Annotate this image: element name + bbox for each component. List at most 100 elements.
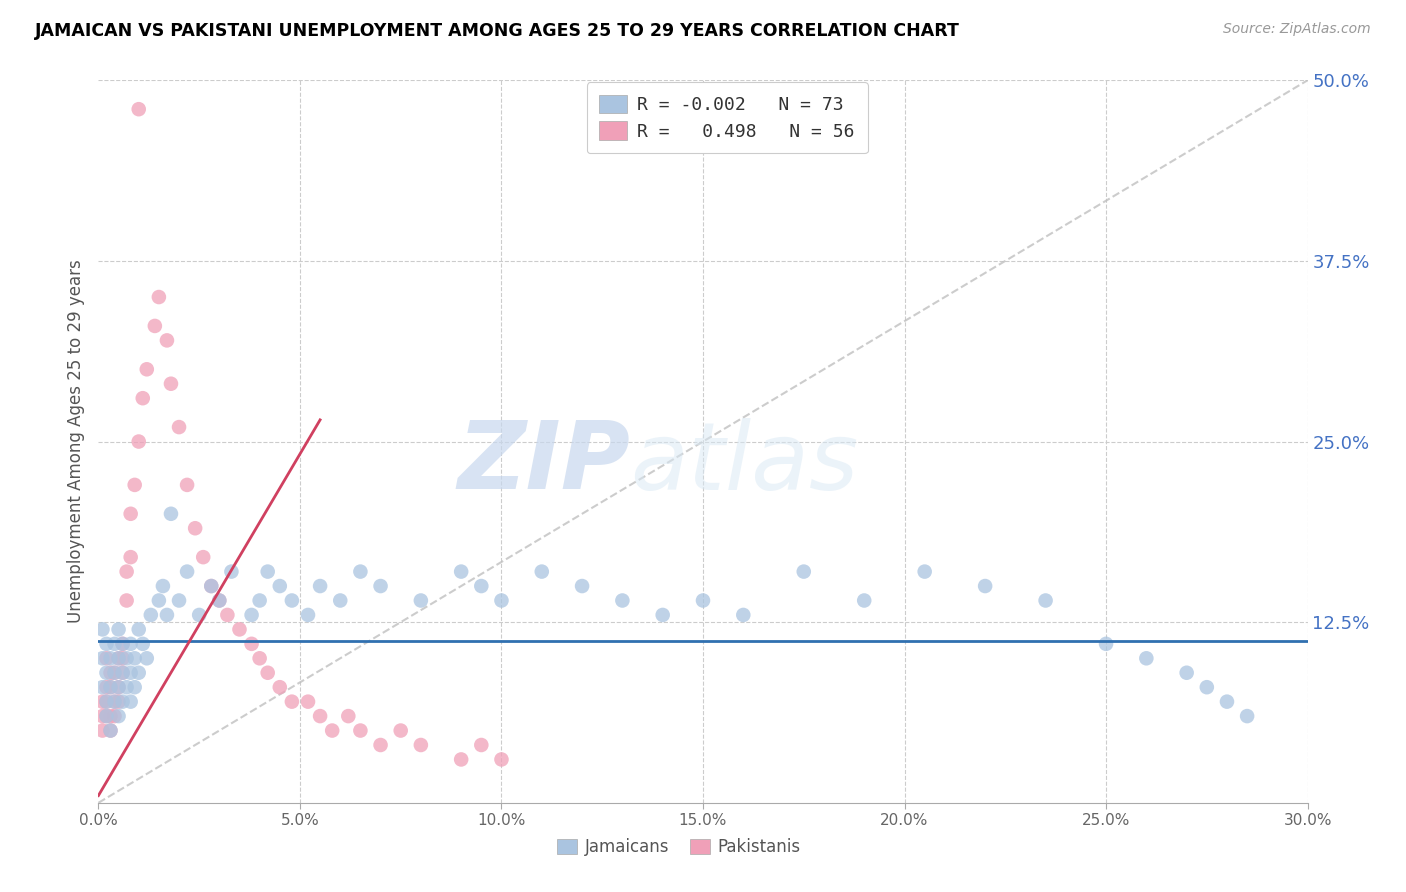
Point (853, 593, 876, 607)
Point (96, 695, 118, 709)
Point (156, 334, 179, 348)
Point (128, 434, 150, 449)
Point (128, 102, 150, 116)
Point (530, 565, 553, 579)
Point (100, 709, 122, 723)
Point (96, 665, 118, 680)
Point (409, 738, 432, 752)
Point (103, 695, 125, 709)
Point (167, 420, 190, 434)
Point (281, 593, 304, 607)
Point (208, 593, 231, 607)
Point (160, 507, 183, 521)
Point (389, 723, 412, 738)
Point (124, 651, 146, 665)
Point (100, 680, 122, 694)
Point (148, 290, 170, 304)
Point (309, 579, 332, 593)
Point (96, 709, 118, 723)
Point (107, 709, 129, 723)
Point (450, 565, 472, 579)
Point (1135, 651, 1157, 665)
Point (571, 579, 593, 593)
Point (309, 709, 332, 723)
Point (349, 723, 371, 738)
Point (120, 665, 142, 680)
Point (914, 565, 936, 579)
Point (184, 521, 207, 535)
Point (115, 593, 138, 607)
Point (111, 651, 134, 665)
Point (256, 665, 278, 680)
Point (793, 565, 815, 579)
Point (297, 695, 319, 709)
Text: atlas: atlas (630, 417, 859, 508)
Point (1175, 665, 1198, 680)
Point (132, 637, 155, 651)
Point (107, 680, 129, 694)
Point (370, 579, 392, 593)
Point (1095, 637, 1118, 651)
Point (256, 565, 278, 579)
Point (450, 752, 472, 766)
Point (91, 709, 114, 723)
Point (249, 593, 271, 607)
Point (135, 362, 157, 376)
Point (96, 680, 118, 694)
Point (228, 623, 250, 637)
Point (240, 637, 263, 651)
Point (139, 607, 162, 622)
Point (176, 565, 198, 579)
Point (120, 637, 142, 651)
Point (100, 723, 122, 738)
Point (100, 651, 122, 665)
Point (491, 593, 513, 607)
Point (100, 665, 122, 680)
Point (96, 651, 118, 665)
Point (409, 593, 432, 607)
Point (96, 709, 118, 723)
Point (612, 593, 634, 607)
Text: Source: ZipAtlas.com: Source: ZipAtlas.com (1223, 22, 1371, 37)
Point (1216, 695, 1239, 709)
Point (107, 651, 129, 665)
Point (91, 651, 114, 665)
Point (974, 579, 997, 593)
Point (337, 709, 360, 723)
Point (692, 593, 714, 607)
Point (733, 607, 755, 622)
Point (96, 637, 118, 651)
Point (91, 695, 114, 709)
Point (107, 680, 129, 694)
Point (651, 607, 673, 622)
Point (107, 651, 129, 665)
Point (96, 695, 118, 709)
Point (491, 752, 513, 766)
Point (115, 565, 138, 579)
Point (370, 738, 392, 752)
Point (103, 637, 125, 651)
Point (221, 565, 243, 579)
Point (208, 593, 231, 607)
Point (193, 550, 215, 565)
Point (111, 637, 134, 651)
Point (120, 695, 142, 709)
Point (217, 607, 239, 622)
Point (124, 680, 146, 694)
Point (281, 695, 304, 709)
Point (321, 723, 343, 738)
Point (349, 565, 371, 579)
Point (128, 665, 150, 680)
Point (1035, 593, 1057, 607)
Point (148, 593, 170, 607)
Point (103, 695, 125, 709)
Point (1195, 680, 1218, 694)
Point (103, 709, 125, 723)
Text: JAMAICAN VS PAKISTANI UNEMPLOYMENT AMONG AGES 25 TO 29 YEARS CORRELATION CHART: JAMAICAN VS PAKISTANI UNEMPLOYMENT AMONG… (35, 22, 960, 40)
Point (124, 478, 146, 492)
Point (297, 607, 319, 622)
Point (269, 680, 291, 694)
Y-axis label: Unemployment Among Ages 25 to 29 years: Unemployment Among Ages 25 to 29 years (66, 260, 84, 624)
Point (103, 665, 125, 680)
Point (135, 651, 157, 665)
